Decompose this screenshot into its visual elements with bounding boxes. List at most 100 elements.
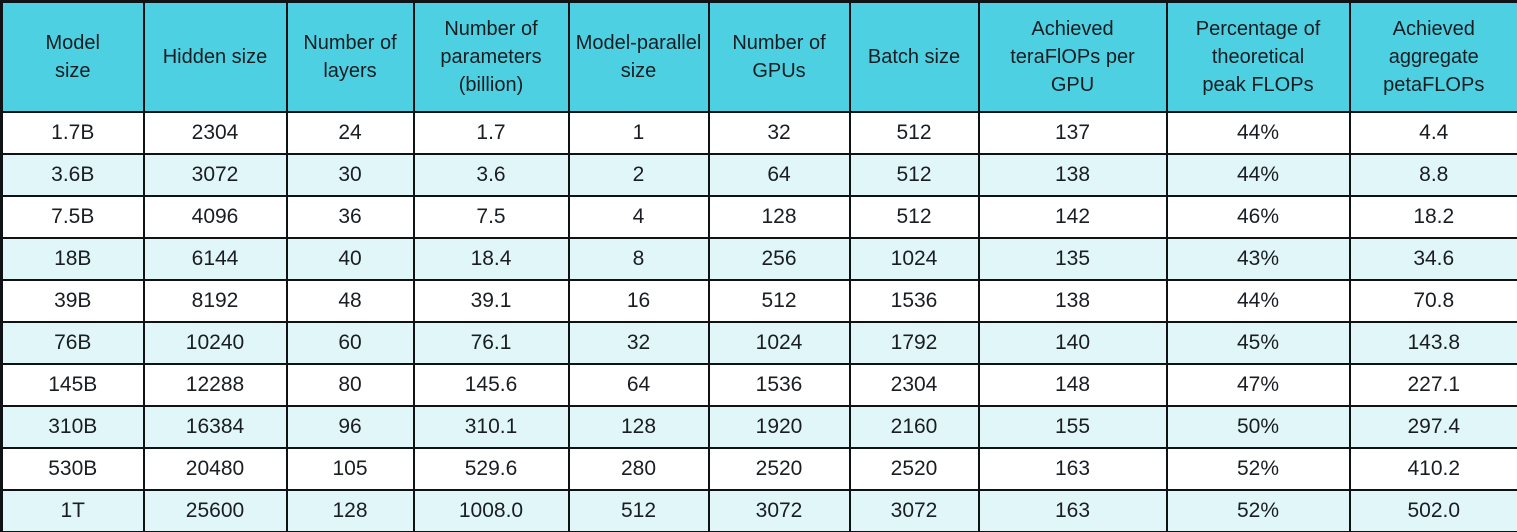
cell-num-parameters-billion: 7.5 — [412, 195, 570, 239]
cell-batch-size: 512 — [848, 195, 980, 239]
column-header-hidden-size: Hidden size — [142, 0, 288, 113]
cell-model-parallel-size: 128 — [567, 405, 710, 449]
cell-num-gpus: 128 — [707, 195, 851, 239]
cell-batch-size: 512 — [848, 153, 980, 197]
cell-achieved-teraflops-per-gpu: 142 — [977, 195, 1168, 239]
cell-achieved-aggregate-petaflops: 410.2 — [1348, 447, 1517, 491]
cell-hidden-size: 4096 — [142, 195, 288, 239]
cell-batch-size: 3072 — [848, 489, 980, 532]
cell-achieved-teraflops-per-gpu: 138 — [977, 153, 1168, 197]
cell-num-parameters-billion: 1.7 — [412, 111, 570, 155]
cell-num-layers: 105 — [285, 447, 415, 491]
cell-num-parameters-billion: 18.4 — [412, 237, 570, 281]
cell-num-gpus: 32 — [707, 111, 851, 155]
cell-hidden-size: 12288 — [142, 363, 288, 407]
cell-hidden-size: 3072 — [142, 153, 288, 197]
cell-batch-size: 1536 — [848, 279, 980, 323]
cell-model-size: 18B — [0, 237, 145, 281]
cell-pct-theoretical-peak-flops: 44% — [1165, 153, 1351, 197]
cell-model-size: 530B — [0, 447, 145, 491]
cell-num-layers: 30 — [285, 153, 415, 197]
cell-model-parallel-size: 280 — [567, 447, 710, 491]
table-row-18B: 18B 6144 40 18.4 8 256 1024 135 43% 34.6 — [0, 237, 1517, 281]
cell-achieved-aggregate-petaflops: 143.8 — [1348, 321, 1517, 365]
table-row-310B: 310B 16384 96 310.1 128 1920 2160 155 50% 297.4 — [0, 405, 1517, 449]
cell-num-layers: 60 — [285, 321, 415, 365]
cell-achieved-aggregate-petaflops: 34.6 — [1348, 237, 1517, 281]
cell-batch-size: 2160 — [848, 405, 980, 449]
cell-achieved-teraflops-per-gpu: 163 — [977, 447, 1168, 491]
cell-pct-theoretical-peak-flops: 43% — [1165, 237, 1351, 281]
column-header-model-parallel-size: Model-parallel size — [567, 0, 710, 113]
cell-pct-theoretical-peak-flops: 52% — [1165, 447, 1351, 491]
cell-num-layers: 48 — [285, 279, 415, 323]
cell-model-size: 7.5B — [0, 195, 145, 239]
cell-batch-size: 512 — [848, 111, 980, 155]
cell-model-size: 310B — [0, 405, 145, 449]
cell-num-gpus: 64 — [707, 153, 851, 197]
cell-model-parallel-size: 16 — [567, 279, 710, 323]
cell-achieved-teraflops-per-gpu: 135 — [977, 237, 1168, 281]
cell-model-parallel-size: 512 — [567, 489, 710, 532]
cell-achieved-aggregate-petaflops: 8.8 — [1348, 153, 1517, 197]
cell-num-parameters-billion: 310.1 — [412, 405, 570, 449]
cell-batch-size: 1024 — [848, 237, 980, 281]
table-row-1T: 1T 25600 128 1008.0 512 3072 3072 163 52% 502.0 — [0, 489, 1517, 532]
cell-achieved-teraflops-per-gpu: 155 — [977, 405, 1168, 449]
cell-batch-size: 1792 — [848, 321, 980, 365]
cell-model-parallel-size: 64 — [567, 363, 710, 407]
cell-num-layers: 80 — [285, 363, 415, 407]
cell-achieved-teraflops-per-gpu: 138 — [977, 279, 1168, 323]
cell-hidden-size: 16384 — [142, 405, 288, 449]
column-header-batch-size: Batch size — [848, 0, 980, 113]
cell-num-gpus: 2520 — [707, 447, 851, 491]
cell-num-layers: 36 — [285, 195, 415, 239]
table-body: 1.7B 2304 24 1.7 1 32 512 137 44% 4.4 3.6B 3072 30 3.… — [0, 111, 1517, 532]
cell-hidden-size: 10240 — [142, 321, 288, 365]
cell-achieved-teraflops-per-gpu: 140 — [977, 321, 1168, 365]
column-header-achieved-aggregate-petaflops: Achieved aggregate petaFLOPs — [1348, 0, 1517, 113]
cell-pct-theoretical-peak-flops: 52% — [1165, 489, 1351, 532]
cell-pct-theoretical-peak-flops: 44% — [1165, 111, 1351, 155]
cell-hidden-size: 8192 — [142, 279, 288, 323]
cell-num-parameters-billion: 145.6 — [412, 363, 570, 407]
cell-num-gpus: 1536 — [707, 363, 851, 407]
column-header-num-gpus: Number of GPUs — [707, 0, 851, 113]
cell-num-gpus: 1920 — [707, 405, 851, 449]
cell-num-gpus: 1024 — [707, 321, 851, 365]
cell-model-size: 1.7B — [0, 111, 145, 155]
cell-achieved-aggregate-petaflops: 4.4 — [1348, 111, 1517, 155]
cell-hidden-size: 20480 — [142, 447, 288, 491]
header-row: Model size Hidden size Number of layers Num… — [0, 0, 1517, 113]
table-row-530B: 530B 20480 105 529.6 280 2520 2520 163 52% 410.2 — [0, 447, 1517, 491]
cell-achieved-teraflops-per-gpu: 148 — [977, 363, 1168, 407]
cell-num-layers: 40 — [285, 237, 415, 281]
cell-achieved-aggregate-petaflops: 18.2 — [1348, 195, 1517, 239]
cell-model-size: 39B — [0, 279, 145, 323]
cell-achieved-aggregate-petaflops: 502.0 — [1348, 489, 1517, 532]
cell-num-parameters-billion: 1008.0 — [412, 489, 570, 532]
cell-num-parameters-billion: 76.1 — [412, 321, 570, 365]
cell-hidden-size: 25600 — [142, 489, 288, 532]
cell-pct-theoretical-peak-flops: 50% — [1165, 405, 1351, 449]
table-row-3.6B: 3.6B 3072 30 3.6 2 64 512 138 44% 8.8 — [0, 153, 1517, 197]
cell-model-parallel-size: 8 — [567, 237, 710, 281]
table-row-1.7B: 1.7B 2304 24 1.7 1 32 512 137 44% 4.4 — [0, 111, 1517, 155]
cell-num-gpus: 256 — [707, 237, 851, 281]
cell-achieved-aggregate-petaflops: 297.4 — [1348, 405, 1517, 449]
cell-model-parallel-size: 32 — [567, 321, 710, 365]
cell-pct-theoretical-peak-flops: 47% — [1165, 363, 1351, 407]
cell-num-parameters-billion: 3.6 — [412, 153, 570, 197]
column-header-achieved-teraflops-per-gpu: Achieved teraFlOPs per GPU — [977, 0, 1168, 113]
column-header-num-layers: Number of layers — [285, 0, 415, 113]
cell-model-size: 3.6B — [0, 153, 145, 197]
cell-hidden-size: 2304 — [142, 111, 288, 155]
cell-model-parallel-size: 2 — [567, 153, 710, 197]
cell-hidden-size: 6144 — [142, 237, 288, 281]
column-header-num-parameters-billion: Number of parameters (billion) — [412, 0, 570, 113]
cell-model-size: 145B — [0, 363, 145, 407]
cell-num-layers: 24 — [285, 111, 415, 155]
cell-pct-theoretical-peak-flops: 45% — [1165, 321, 1351, 365]
column-header-pct-theoretical-peak-flops: Percentage of theoretical peak FLOPs — [1165, 0, 1351, 113]
